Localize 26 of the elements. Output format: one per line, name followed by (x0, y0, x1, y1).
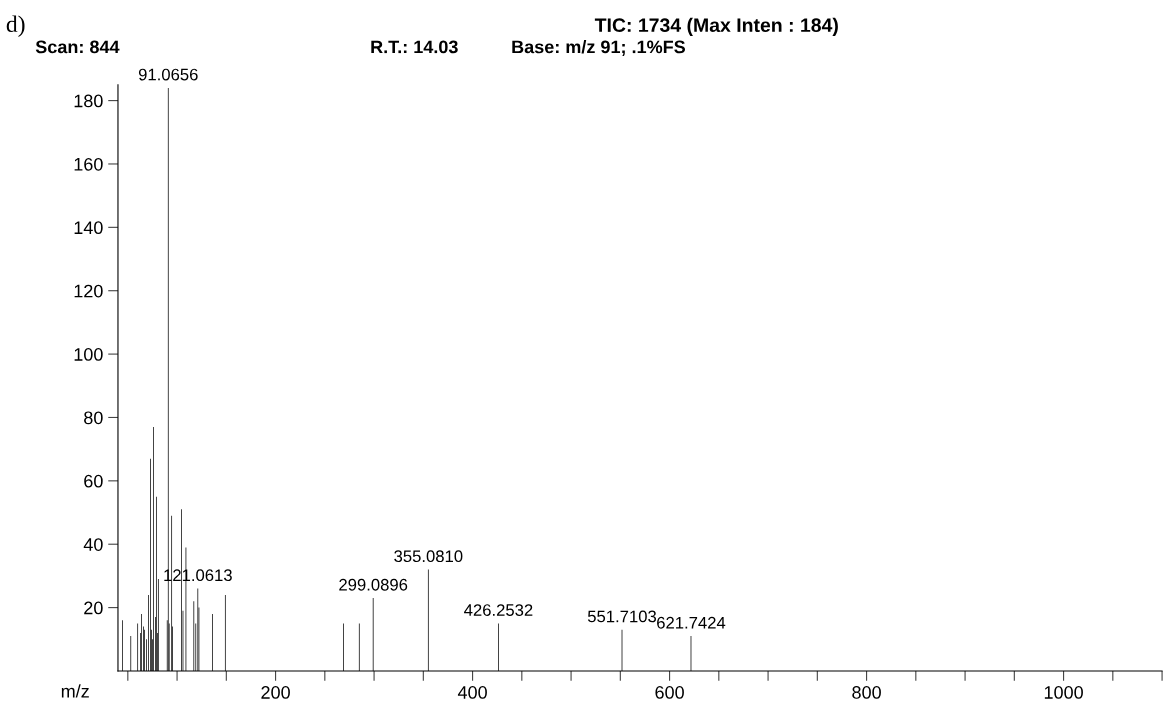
y-tick-label: 60 (84, 474, 103, 488)
chart-title: TIC: 1734 (Max Inten : 184) (594, 17, 838, 36)
text: R.T.: 14.03 (371, 40, 458, 54)
y-tick-label: 180 (74, 94, 103, 108)
x-tick-label: 1000 (1044, 686, 1083, 699)
text: Scan: 844 (35, 40, 120, 54)
y-tick-label: 140 (74, 221, 103, 235)
x-tick-label: 200 (261, 686, 290, 699)
y-tick-label: 20 (84, 601, 103, 615)
y-tick-label: 120 (74, 284, 103, 298)
y-tick-label: 40 (83, 538, 103, 551)
annotation: 355.0810 (394, 550, 463, 563)
text: Base: m/z 91; .1%FS (512, 40, 686, 56)
y-tick-label: 80 (84, 411, 103, 425)
annotation: 621.7424 (657, 616, 726, 629)
x-axis-title: m/z (61, 684, 89, 698)
text: d) (6, 15, 25, 37)
y-tick-label: 100 (74, 348, 103, 361)
y-tick-label: 160 (74, 157, 103, 171)
annotation: 299.0896 (339, 578, 408, 591)
annotation: 426.2532 (464, 604, 533, 616)
x-tick-label: 600 (655, 686, 684, 699)
annotation: 91.0656 (138, 68, 198, 81)
annotation: 551.7103 (587, 610, 657, 623)
x-tick-label: 800 (852, 686, 881, 699)
x-tick-label: 400 (457, 686, 487, 699)
